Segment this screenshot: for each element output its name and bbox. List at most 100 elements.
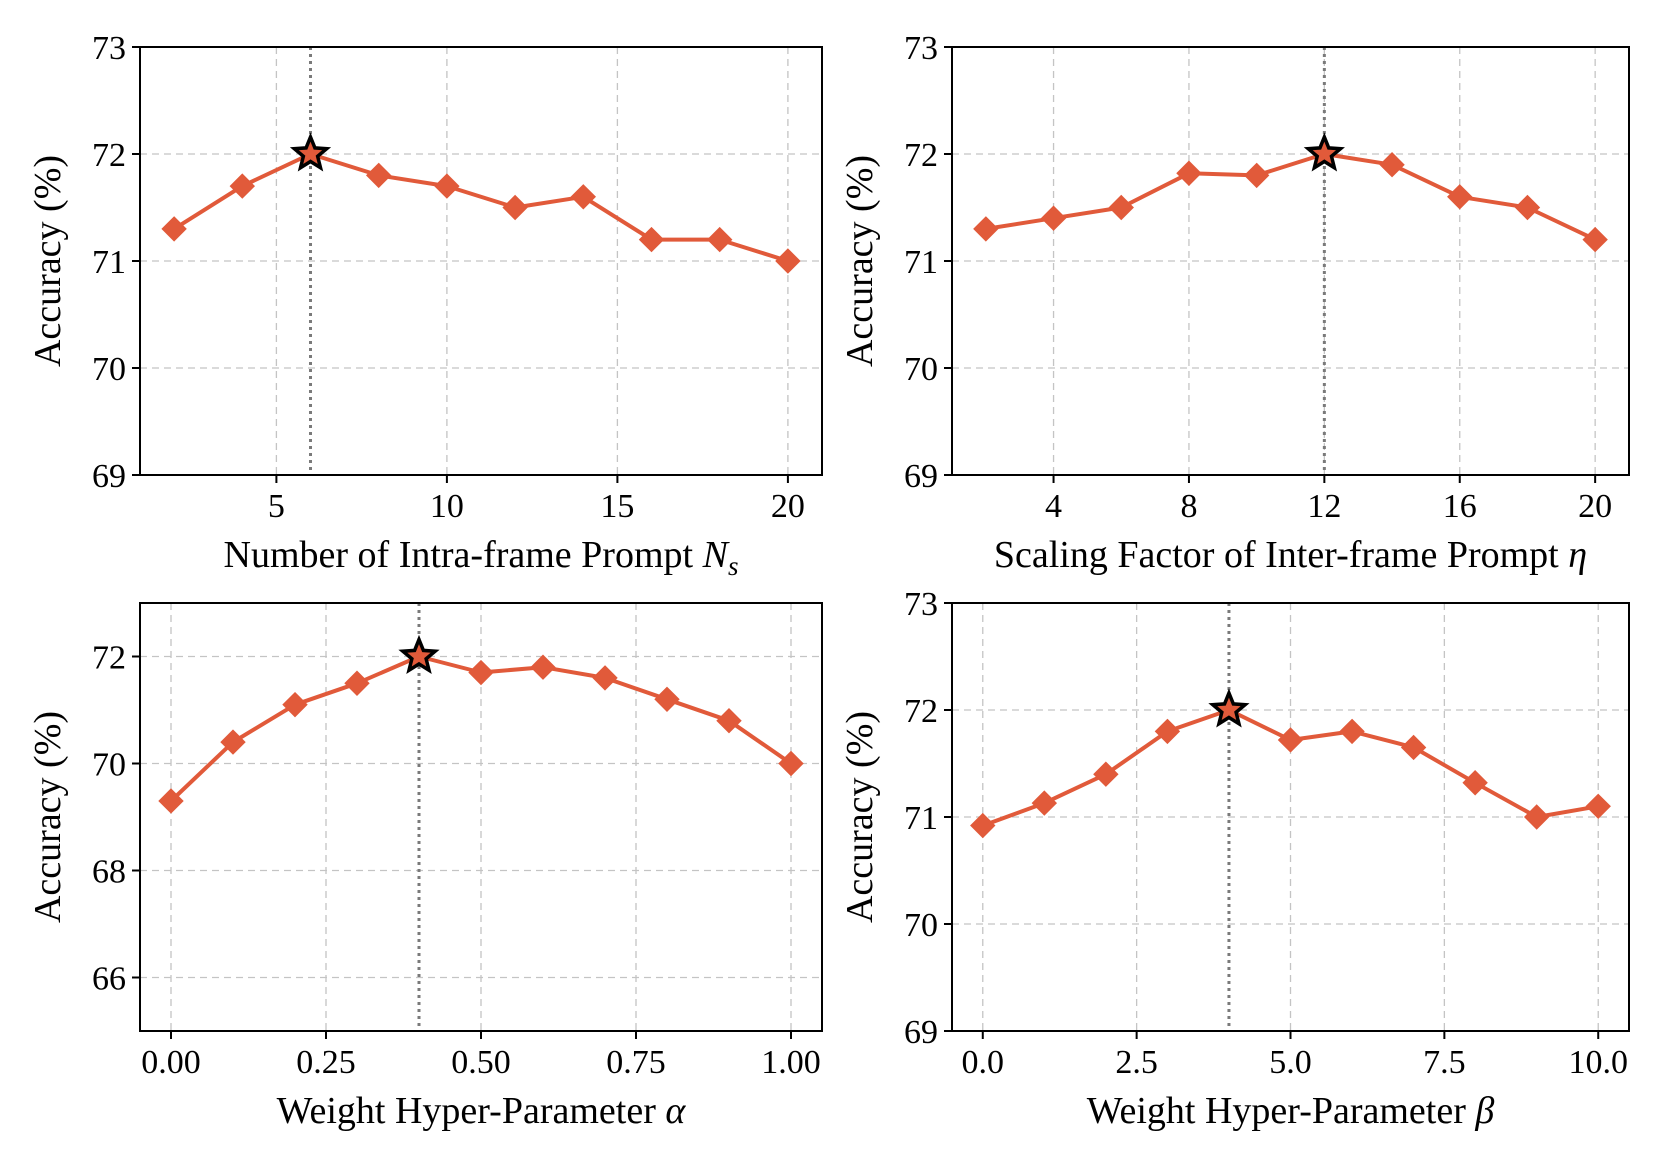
chart-panel-2: 4 8 12 16 20 69 70 71 72 73 Accuracy (%) Scaling Fa… bbox=[839, 30, 1630, 576]
y-tick-label: 70 bbox=[92, 747, 126, 784]
best-point-star bbox=[1208, 688, 1250, 728]
x-axis-title-text: Weight Hyper-Parameter bbox=[1087, 1090, 1476, 1132]
data-point bbox=[778, 750, 804, 777]
data-point bbox=[344, 670, 370, 696]
y-tick-label: 73 bbox=[904, 30, 938, 67]
data-point bbox=[502, 194, 528, 221]
y-tick-label: 71 bbox=[92, 244, 126, 281]
data-point bbox=[1514, 194, 1541, 221]
data-point bbox=[220, 729, 246, 755]
data-point bbox=[1243, 162, 1270, 189]
data-point bbox=[530, 654, 556, 680]
x-tick-label: 12 bbox=[1307, 488, 1341, 525]
y-tick-label: 70 bbox=[904, 351, 938, 388]
data-point bbox=[592, 665, 618, 691]
x-tick-label: 10 bbox=[430, 488, 464, 525]
best-point-star bbox=[289, 132, 332, 172]
x-tick-label: 8 bbox=[1180, 488, 1197, 525]
x-tick-label: 7.5 bbox=[1423, 1044, 1466, 1081]
data-point bbox=[1154, 718, 1181, 745]
best-point-star bbox=[1303, 132, 1345, 172]
x-axis-title-text: Scaling Factor of Inter-frame Prompt bbox=[994, 534, 1568, 576]
x-tick-label: 0.0 bbox=[962, 1044, 1005, 1081]
series-line bbox=[985, 152, 1597, 242]
y-axis-title: Accuracy (%) bbox=[839, 155, 881, 367]
y-tick-label: 73 bbox=[92, 30, 126, 67]
data-point bbox=[161, 216, 187, 242]
x-tick-label: 20 bbox=[1578, 488, 1612, 525]
chart-panel-4: 0.0 2.5 5.0 7.5 10.0 69 70 71 72 73 Accuracy (%) We… bbox=[839, 586, 1630, 1132]
y-tick-label: 69 bbox=[904, 1014, 938, 1051]
data-point bbox=[570, 184, 597, 210]
data-point bbox=[1108, 194, 1134, 221]
x-tick-label: 16 bbox=[1443, 488, 1477, 525]
y-tick-label: 68 bbox=[92, 854, 126, 891]
data-point bbox=[638, 226, 665, 253]
y-axis-title: Accuracy (%) bbox=[27, 155, 69, 367]
x-axis-title: Weight Hyper-Parameter α bbox=[277, 1090, 687, 1132]
x-axis-title-symbol: N bbox=[702, 534, 731, 576]
x-axis-title-symbol: η bbox=[1568, 534, 1587, 576]
data-point bbox=[365, 162, 392, 189]
data-point bbox=[1523, 804, 1550, 830]
y-axis-title: Accuracy (%) bbox=[839, 711, 881, 923]
series-line bbox=[173, 152, 789, 263]
data-point bbox=[1040, 205, 1067, 231]
y-tick-label: 72 bbox=[92, 137, 126, 174]
data-point bbox=[1031, 790, 1058, 816]
x-tick-label: 10.0 bbox=[1568, 1044, 1628, 1081]
data-point bbox=[973, 216, 999, 242]
x-axis-title-symbol: β bbox=[1474, 1090, 1494, 1132]
x-axis-title-symbol: α bbox=[665, 1090, 686, 1132]
x-tick-label: 5 bbox=[268, 488, 285, 525]
y-tick-label: 66 bbox=[92, 961, 126, 998]
y-tick-label: 72 bbox=[904, 693, 938, 730]
data-point bbox=[229, 173, 256, 199]
x-tick-label: 20 bbox=[771, 488, 805, 525]
data-point bbox=[158, 788, 184, 814]
x-tick-label: 5.0 bbox=[1269, 1044, 1312, 1081]
data-point bbox=[1379, 151, 1405, 178]
data-point bbox=[1400, 734, 1427, 761]
data-point bbox=[775, 248, 801, 274]
x-tick-label: 0.75 bbox=[606, 1044, 666, 1081]
data-point bbox=[1447, 184, 1473, 210]
data-point bbox=[1585, 793, 1611, 820]
x-tick-label: 0.25 bbox=[296, 1044, 356, 1081]
x-axis-title-subscript: s bbox=[728, 551, 739, 581]
x-tick-label: 0.50 bbox=[451, 1044, 511, 1081]
data-point bbox=[1339, 718, 1365, 745]
y-tick-label: 71 bbox=[904, 800, 938, 837]
y-tick-label: 72 bbox=[904, 137, 938, 174]
x-axis-title-text: Number of Intra-frame Prompt bbox=[224, 534, 703, 576]
data-point bbox=[468, 659, 494, 686]
data-point bbox=[970, 812, 996, 839]
x-axis-title: Number of Intra-frame Prompt Ns bbox=[224, 534, 739, 581]
data-point bbox=[1093, 761, 1119, 787]
data-point bbox=[1277, 727, 1304, 753]
chart-panel-1: 5 10 15 20 69 70 71 72 73 Accuracy (%) Number of I… bbox=[27, 30, 823, 581]
data-point bbox=[282, 691, 308, 718]
y-axis-title: Accuracy (%) bbox=[27, 711, 69, 923]
y-tick-label: 71 bbox=[904, 244, 938, 281]
x-tick-label: 15 bbox=[600, 488, 634, 525]
x-tick-label: 0.00 bbox=[141, 1044, 201, 1081]
data-point bbox=[1582, 226, 1608, 253]
x-tick-label: 1.00 bbox=[761, 1044, 821, 1081]
x-tick-label: 4 bbox=[1045, 488, 1062, 525]
x-axis-title: Weight Hyper-Parameter β bbox=[1087, 1090, 1495, 1132]
x-tick-label: 2.5 bbox=[1115, 1044, 1158, 1081]
data-point bbox=[1176, 160, 1202, 186]
x-axis-title-text: Weight Hyper-Parameter bbox=[277, 1090, 666, 1132]
data-point bbox=[706, 226, 733, 253]
x-axis-title: Scaling Factor of Inter-frame Prompt η bbox=[994, 534, 1587, 576]
y-tick-label: 69 bbox=[904, 458, 938, 495]
data-point bbox=[716, 707, 742, 734]
y-tick-label: 72 bbox=[92, 640, 126, 677]
data-point bbox=[1462, 770, 1488, 796]
data-point bbox=[434, 173, 460, 199]
data-point bbox=[654, 686, 680, 713]
y-tick-label: 70 bbox=[92, 351, 126, 388]
y-tick-label: 70 bbox=[904, 907, 938, 944]
